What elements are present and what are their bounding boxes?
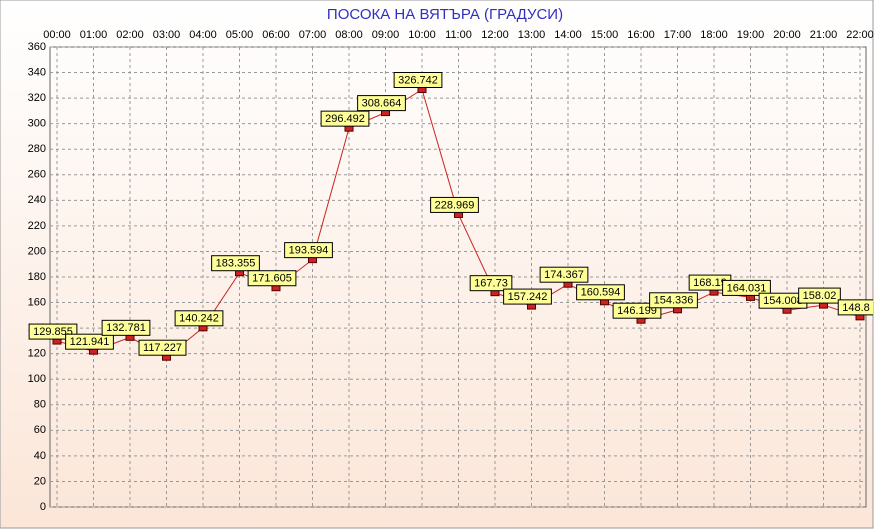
data-label: 326.742: [398, 74, 438, 86]
data-label-box: [357, 95, 406, 112]
data-label: 174.367: [544, 269, 584, 281]
data-label-box: [798, 287, 841, 304]
data-label: 132.781: [106, 322, 146, 334]
data-label-box: [722, 279, 771, 296]
y-tick-label: 160: [28, 296, 46, 308]
x-tick-label: 09:00: [372, 29, 400, 41]
x-tick-label: 14:00: [554, 29, 582, 41]
y-tick-label: 80: [34, 399, 46, 411]
data-label: 121.941: [70, 336, 110, 348]
data-label-box: [393, 71, 443, 88]
data-label-box: [320, 110, 370, 127]
data-label-box: [837, 299, 873, 316]
x-tick-label: 16:00: [627, 29, 655, 41]
x-tick-label: 07:00: [299, 29, 327, 41]
data-label: 140.242: [179, 313, 219, 325]
data-label-box: [503, 288, 552, 305]
y-tick-label: 40: [34, 450, 46, 462]
data-label: 168.19: [693, 277, 727, 289]
x-tick-label: 21:00: [810, 29, 838, 41]
x-tick-label: 05:00: [226, 29, 254, 41]
data-label-box: [430, 196, 479, 213]
x-tick-label: 00:00: [43, 29, 71, 41]
x-tick-label: 18:00: [700, 29, 728, 41]
data-label: 160.594: [581, 287, 621, 299]
chart-title: ПОСОКА НА ВЯТЪРА (ГРАДУСИ): [327, 6, 563, 23]
data-label: 154.336: [654, 295, 694, 307]
data-label: 228.969: [435, 199, 475, 211]
data-label-box: [247, 270, 297, 287]
y-tick-label: 340: [28, 66, 46, 78]
y-tick-label: 240: [28, 194, 46, 206]
data-label: 167.73: [474, 278, 508, 290]
x-tick-label: 06:00: [262, 29, 290, 41]
data-label-box: [469, 275, 513, 292]
data-label: 308.664: [362, 98, 402, 110]
y-tick-label: 180: [28, 271, 46, 283]
x-tick-label: 19:00: [737, 29, 765, 41]
y-tick-label: 280: [28, 143, 46, 155]
data-label-box: [284, 242, 333, 259]
data-label: 171.605: [252, 273, 292, 285]
y-tick-label: 320: [28, 92, 46, 104]
y-tick-label: 20: [34, 475, 46, 487]
y-tick-label: 360: [28, 41, 46, 53]
data-label: 183.355: [216, 258, 256, 270]
data-label-box: [138, 339, 187, 356]
data-label: 296.492: [325, 113, 365, 125]
y-tick-label: 100: [28, 373, 46, 385]
data-label: 129.855: [33, 326, 73, 338]
x-tick-label: 08:00: [335, 29, 363, 41]
x-tick-label: 15:00: [591, 29, 619, 41]
x-tick-label: 11:00: [445, 29, 472, 41]
x-tick-label: 20:00: [773, 29, 801, 41]
x-tick-label: 12:00: [481, 29, 509, 41]
y-tick-label: 300: [28, 118, 46, 130]
x-tick-label: 02:00: [116, 29, 144, 41]
data-label-box: [28, 323, 78, 340]
x-tick-label: 22:00: [846, 29, 874, 41]
x-tick-label: 04:00: [189, 29, 217, 41]
data-label-box: [65, 333, 114, 350]
data-label-box: [101, 319, 151, 336]
data-label-box: [612, 302, 662, 319]
data-label-box: [211, 255, 260, 272]
y-tick-label: 200: [28, 245, 46, 257]
data-label-box: [539, 266, 589, 283]
data-label: 117.227: [143, 342, 182, 354]
y-tick-label: 220: [28, 220, 46, 232]
data-label-box: [174, 310, 224, 327]
data-label: 164.031: [727, 282, 767, 294]
data-label: 148.8: [842, 302, 870, 314]
data-label: 193.594: [289, 245, 329, 257]
x-tick-label: 13:00: [518, 29, 546, 41]
data-label: 157.242: [508, 291, 548, 303]
data-label: 146.199: [617, 305, 657, 317]
x-tick-label: 01:00: [80, 29, 108, 41]
data-label-box: [576, 284, 625, 301]
y-tick-label: 0: [40, 501, 46, 513]
data-label: 154.008: [763, 295, 803, 307]
x-tick-label: 17:00: [664, 29, 692, 41]
y-tick-label: 260: [28, 169, 46, 181]
y-tick-label: 120: [28, 348, 46, 360]
data-label-box: [649, 292, 698, 309]
x-tick-label: 10:00: [408, 29, 436, 41]
x-tick-label: 03:00: [153, 29, 181, 41]
y-tick-label: 60: [34, 424, 46, 436]
data-label: 158.02: [803, 290, 837, 302]
